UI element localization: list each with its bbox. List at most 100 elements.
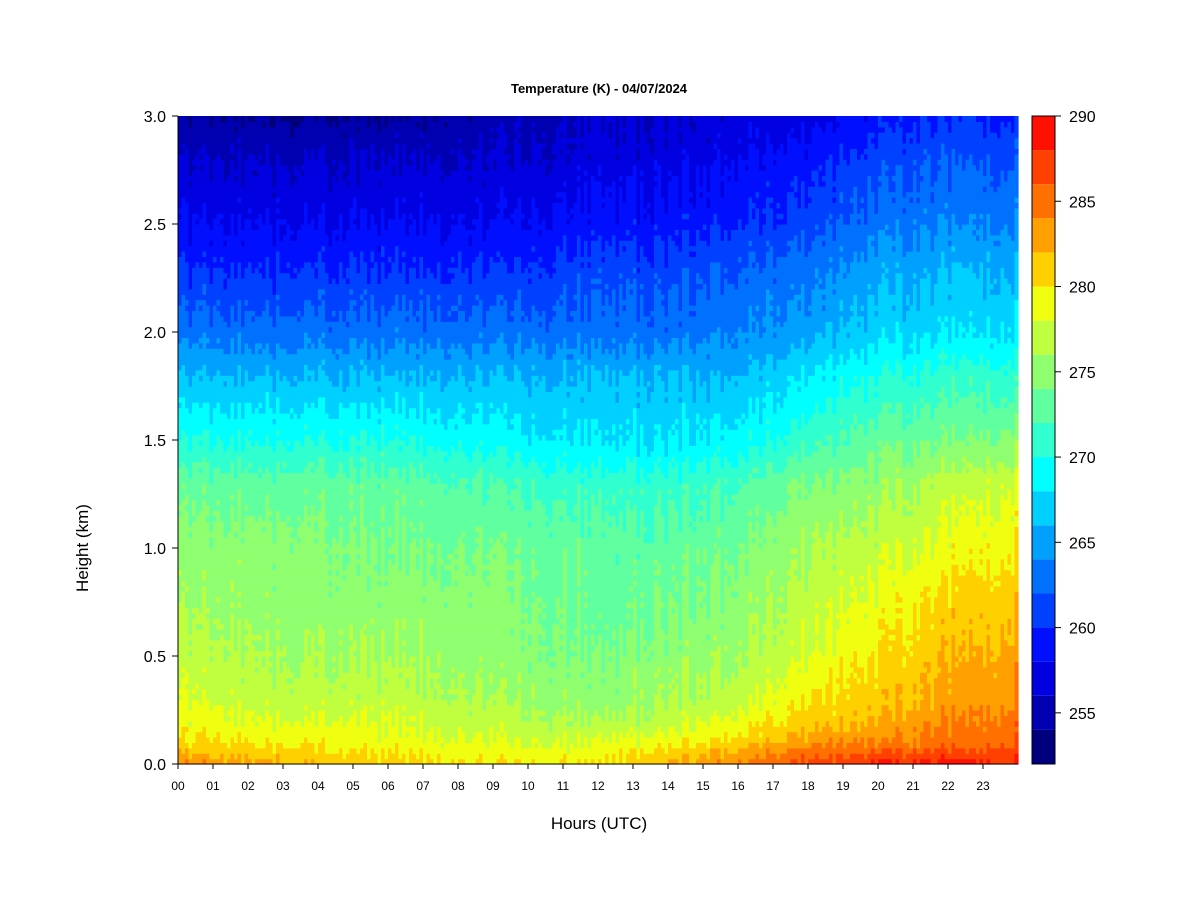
heatmap-cell bbox=[203, 348, 207, 354]
heatmap-cell bbox=[238, 289, 242, 295]
heatmap-cell bbox=[224, 267, 228, 273]
heatmap-cell bbox=[318, 213, 322, 219]
heatmap-cell bbox=[266, 559, 270, 565]
heatmap-cell bbox=[241, 408, 245, 414]
heatmap-cell bbox=[224, 575, 228, 581]
heatmap-cell bbox=[259, 170, 263, 176]
heatmap-cell bbox=[301, 483, 305, 489]
heatmap-cell bbox=[182, 391, 186, 397]
heatmap-cell bbox=[280, 489, 284, 495]
heatmap-cell bbox=[308, 267, 312, 273]
heatmap-cell bbox=[206, 202, 210, 208]
heatmap-cell bbox=[322, 548, 326, 554]
heatmap-cell bbox=[308, 197, 312, 203]
heatmap-cell bbox=[185, 127, 189, 133]
heatmap-cell bbox=[185, 505, 189, 511]
heatmap-cell bbox=[224, 170, 228, 176]
heatmap-cell bbox=[315, 564, 319, 570]
heatmap-cell bbox=[248, 197, 252, 203]
heatmap-cell bbox=[206, 710, 210, 716]
heatmap-cell bbox=[217, 310, 221, 316]
heatmap-cell bbox=[206, 408, 210, 414]
heatmap-cell bbox=[297, 505, 301, 511]
heatmap-cell bbox=[269, 408, 273, 414]
heatmap-cell bbox=[259, 251, 263, 257]
heatmap-cell bbox=[318, 705, 322, 711]
heatmap-cell bbox=[238, 370, 242, 376]
heatmap-cell bbox=[283, 332, 287, 338]
heatmap-cell bbox=[206, 413, 210, 419]
heatmap-cell bbox=[290, 591, 294, 597]
heatmap-cell bbox=[262, 127, 266, 133]
heatmap-cell bbox=[196, 683, 200, 689]
heatmap-cell bbox=[311, 526, 315, 532]
heatmap-cell bbox=[280, 602, 284, 608]
heatmap-cell bbox=[227, 305, 231, 311]
heatmap-plot-area bbox=[178, 116, 1019, 765]
heatmap-cell bbox=[178, 656, 182, 662]
heatmap-cell bbox=[287, 418, 291, 424]
heatmap-cell bbox=[311, 170, 315, 176]
heatmap-cell bbox=[224, 240, 228, 246]
heatmap-cell bbox=[297, 278, 301, 284]
heatmap-cell bbox=[318, 629, 322, 635]
heatmap-cell bbox=[185, 494, 189, 500]
heatmap-cell bbox=[262, 375, 266, 381]
heatmap-cell bbox=[217, 672, 221, 678]
heatmap-cell bbox=[217, 316, 221, 322]
heatmap-cell bbox=[210, 240, 214, 246]
heatmap-cell bbox=[220, 359, 224, 365]
heatmap-cell bbox=[262, 683, 266, 689]
heatmap-cell bbox=[318, 591, 322, 597]
heatmap-cell bbox=[315, 651, 319, 657]
heatmap-cell bbox=[234, 699, 238, 705]
heatmap-cell bbox=[199, 224, 203, 230]
heatmap-cell bbox=[241, 613, 245, 619]
heatmap-cell bbox=[182, 359, 186, 365]
heatmap-cell bbox=[189, 629, 193, 635]
heatmap-cell bbox=[182, 640, 186, 646]
heatmap-cell bbox=[213, 305, 217, 311]
heatmap-cell bbox=[276, 370, 280, 376]
heatmap-cell bbox=[311, 246, 315, 252]
heatmap-cell bbox=[304, 591, 308, 597]
heatmap-cell bbox=[283, 748, 287, 754]
heatmap-cell bbox=[280, 559, 284, 565]
heatmap-cell bbox=[283, 213, 287, 219]
heatmap-cell bbox=[266, 543, 270, 549]
heatmap-cell bbox=[308, 586, 312, 592]
heatmap-cell bbox=[245, 732, 249, 738]
heatmap-cell bbox=[311, 580, 315, 586]
heatmap-cell bbox=[213, 645, 217, 651]
heatmap-cell bbox=[276, 640, 280, 646]
heatmap-cell bbox=[192, 489, 196, 495]
heatmap-cell bbox=[189, 197, 193, 203]
heatmap-cell bbox=[238, 116, 242, 122]
heatmap-cell bbox=[234, 386, 238, 392]
heatmap-cell bbox=[203, 445, 207, 451]
heatmap-cell bbox=[276, 624, 280, 630]
heatmap-cell bbox=[224, 375, 228, 381]
heatmap-cell bbox=[248, 219, 252, 225]
heatmap-cell bbox=[185, 219, 189, 225]
heatmap-cell bbox=[238, 240, 242, 246]
heatmap-cell bbox=[273, 445, 277, 451]
heatmap-cell bbox=[297, 510, 301, 516]
heatmap-cell bbox=[203, 192, 207, 198]
heatmap-cell bbox=[224, 251, 228, 257]
heatmap-cell bbox=[255, 748, 259, 754]
heatmap-cell bbox=[241, 418, 245, 424]
heatmap-cell bbox=[280, 246, 284, 252]
heatmap-cell bbox=[318, 683, 322, 689]
heatmap-cell bbox=[318, 148, 322, 154]
heatmap-cell bbox=[206, 246, 210, 252]
heatmap-cell bbox=[248, 489, 252, 495]
heatmap-cell bbox=[287, 116, 291, 122]
heatmap-cell bbox=[248, 742, 252, 748]
heatmap-cell bbox=[297, 699, 301, 705]
heatmap-cell bbox=[273, 175, 277, 181]
heatmap-cell bbox=[304, 489, 308, 495]
heatmap-cell bbox=[182, 435, 186, 441]
heatmap-cell bbox=[322, 678, 326, 684]
heatmap-cell bbox=[182, 116, 186, 122]
